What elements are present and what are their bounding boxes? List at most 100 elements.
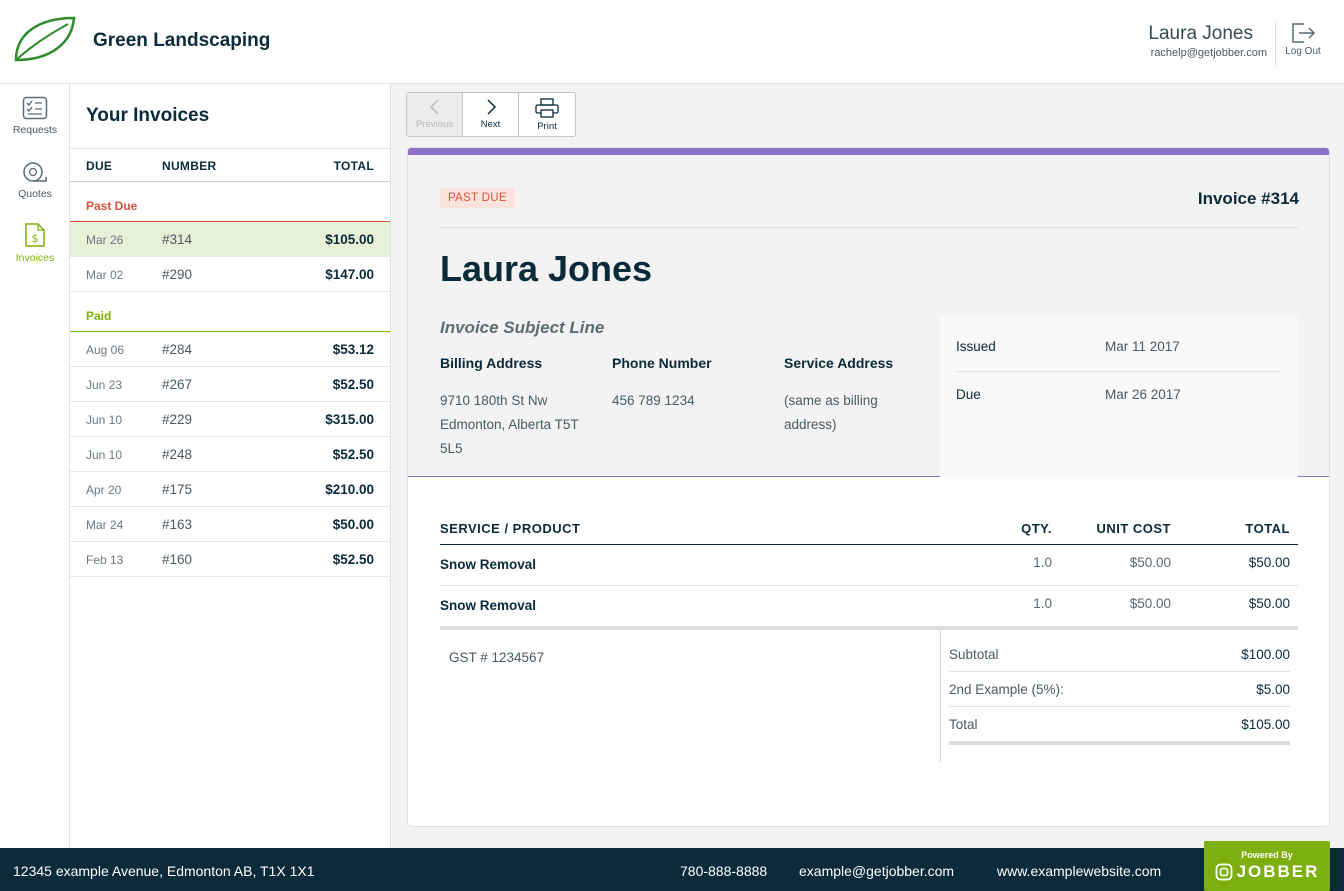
powered-by-label: Powered By (1241, 850, 1293, 860)
invoice-total: $52.50 (332, 447, 374, 462)
nav-quotes[interactable]: Quotes (0, 160, 70, 200)
powered-by-jobber-badge[interactable]: Powered By JOBBER (1204, 841, 1330, 891)
print-label: Print (537, 121, 557, 132)
service-address-line: address) (784, 417, 837, 432)
billing-address-line: Edmonton, Alberta T5T (440, 417, 579, 432)
invoice-due-date: Jun 10 (86, 413, 123, 427)
nav-invoices[interactable]: $ Invoices (0, 222, 70, 264)
invoice-row[interactable]: Mar 02 #290 $147.00 (70, 257, 390, 292)
column-header-total: TOTAL (1245, 521, 1290, 536)
previous-label: Previous (416, 119, 453, 130)
invoice-row[interactable]: Aug 06 #284 $53.12 (70, 332, 390, 367)
service-address-line: (same as billing (784, 393, 878, 408)
invoice-due-date: Aug 06 (86, 343, 125, 357)
line-item-name: Snow Removal (440, 557, 537, 572)
invoice-list-header: DUE NUMBER TOTAL (70, 148, 390, 182)
phone-label: Phone Number (612, 355, 712, 371)
svg-text:$: $ (32, 232, 39, 245)
leaf-logo-icon (14, 16, 76, 62)
footer-phone[interactable]: 780-888-8888 (680, 863, 768, 879)
service-address-label: Service Address (784, 355, 894, 371)
client-name: Laura Jones (440, 248, 653, 289)
total-row: Total $105.00 (949, 707, 1290, 742)
billing-address-label: Billing Address (440, 355, 543, 371)
logout-button[interactable]: Log Out (1281, 22, 1325, 57)
invoice-card: PAST DUE Invoice #314 Laura Jones Invoic… (407, 147, 1330, 827)
nav-invoices-label: Invoices (15, 252, 55, 264)
footer-address: 12345 example Avenue, Edmonton AB, T1X 1… (13, 863, 315, 879)
invoice-due-date: Mar 26 (86, 233, 124, 247)
side-navigation: Requests Quotes $ Invoices (0, 84, 70, 848)
invoice-total: $53.12 (332, 342, 374, 357)
user-email: rachelp@getjobber.com (1150, 47, 1267, 59)
invoice-due-date: Jun 23 (86, 378, 123, 392)
invoice-row[interactable]: Jun 10 #248 $52.50 (70, 437, 390, 472)
print-button[interactable]: Print (519, 93, 575, 136)
line-item-row: Snow Removal 1.0 $50.00 $50.00 (440, 545, 1298, 586)
jobber-brand-text: JOBBER (1236, 862, 1320, 881)
footer-website[interactable]: www.examplewebsite.com (997, 863, 1162, 879)
line-item-total: $50.00 (1248, 555, 1290, 570)
due-row: Due Mar 26 2017 (956, 372, 1280, 420)
group-divider-past-due (70, 221, 390, 222)
column-header-total: TOTAL (333, 159, 374, 173)
invoice-number: #284 (162, 342, 193, 357)
invoice-number: #314 (162, 232, 193, 247)
chevron-right-icon (486, 99, 496, 115)
tax-value: $5.00 (1256, 682, 1290, 697)
chevron-left-icon (429, 99, 439, 115)
previous-button[interactable]: Previous (407, 93, 463, 136)
billing-address-line: 5L5 (440, 441, 463, 456)
totals-divider (940, 630, 941, 762)
jobber-wordmark: JOBBER (1204, 862, 1330, 882)
invoice-total: $50.00 (332, 517, 374, 532)
column-header-qty: QTY. (1021, 521, 1052, 536)
nav-requests[interactable]: Requests (0, 96, 70, 136)
column-header-number: NUMBER (162, 159, 217, 173)
logout-icon (1292, 23, 1316, 43)
line-items-header: SERVICE / PRODUCT QTY. UNIT COST TOTAL (440, 518, 1298, 545)
invoice-number: #175 (162, 482, 193, 497)
billing-address-line: 9710 180th St Nw (440, 393, 548, 408)
footer-email[interactable]: example@getjobber.com (799, 863, 955, 879)
invoice-row[interactable]: Apr 20 #175 $210.00 (70, 472, 390, 507)
subtotal-label: Subtotal (949, 647, 999, 662)
invoice-dollar-icon: $ (25, 223, 45, 247)
due-label: Due (956, 387, 981, 402)
invoice-accent-bar (408, 148, 1329, 155)
phone-block: Phone Number 456 789 1234 (612, 355, 772, 413)
billing-address-block: Billing Address 9710 180th St Nw Edmonto… (440, 355, 600, 461)
invoice-row[interactable]: Mar 24 #163 $50.00 (70, 507, 390, 542)
jobber-logo-icon (1215, 863, 1232, 881)
invoice-row[interactable]: Jun 23 #267 $52.50 (70, 367, 390, 402)
line-item-total: $50.00 (1248, 596, 1290, 611)
invoice-due-date: Apr 20 (86, 483, 122, 497)
invoice-total: $315.00 (325, 412, 374, 427)
line-item-qty: 1.0 (1033, 596, 1052, 611)
nav-quotes-label: Quotes (18, 188, 52, 200)
issued-date: Mar 11 2017 (1105, 339, 1180, 354)
user-name: Laura Jones (1148, 23, 1253, 44)
next-button[interactable]: Next (463, 93, 519, 136)
invoice-number: #267 (162, 377, 193, 392)
nav-requests-label: Requests (12, 124, 58, 136)
invoice-row[interactable]: Feb 13 #160 $52.50 (70, 542, 390, 577)
column-header-product: SERVICE / PRODUCT (440, 521, 581, 536)
column-header-unit-cost: UNIT COST (1096, 521, 1171, 536)
invoice-due-date: Mar 24 (86, 518, 124, 532)
invoice-number: #248 (162, 447, 193, 462)
next-label: Next (480, 119, 501, 130)
invoice-number: #160 (162, 552, 193, 567)
invoice-row[interactable]: Mar 26 #314 $105.00 (70, 222, 390, 257)
invoice-total: $52.50 (332, 377, 374, 392)
status-badge: PAST DUE (440, 188, 515, 208)
line-item-name: Snow Removal (440, 598, 537, 613)
invoice-total: $105.00 (325, 232, 374, 247)
invoice-number: #163 (162, 517, 193, 532)
group-divider-paid (70, 331, 390, 332)
line-item-qty: 1.0 (1033, 555, 1052, 570)
invoice-summary: PAST DUE Invoice #314 Laura Jones Invoic… (408, 155, 1329, 477)
invoice-row[interactable]: Jun 10 #229 $315.00 (70, 402, 390, 437)
printer-icon (535, 98, 559, 118)
header-divider (1275, 22, 1276, 66)
